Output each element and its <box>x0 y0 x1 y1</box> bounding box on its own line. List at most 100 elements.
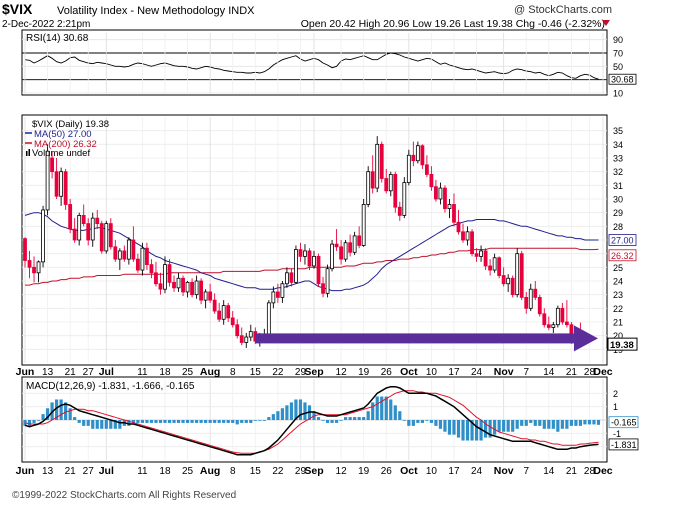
candle-body <box>50 157 54 173</box>
x-axis-label: 11 <box>137 466 148 477</box>
candle-down <box>81 204 86 227</box>
candle-body <box>339 246 343 260</box>
candle-up <box>140 242 145 276</box>
macd-histogram-bar <box>136 420 140 423</box>
x-axis-label: 7 <box>523 466 529 477</box>
candle-body <box>239 335 244 343</box>
price-tick-label: 29 <box>613 208 623 218</box>
price-tick-label: 28 <box>613 222 623 232</box>
macd-histogram-bar <box>357 417 361 420</box>
candle-down <box>357 226 362 249</box>
candle-down <box>546 316 551 331</box>
candle-down <box>27 250 32 279</box>
macd-histogram-bar <box>456 420 461 438</box>
macd-histogram-bar <box>565 420 569 429</box>
macd-histogram-bar <box>235 420 239 425</box>
macd-histogram-bar <box>542 420 546 429</box>
candle-body <box>456 221 461 233</box>
macd-histogram-bar <box>176 420 181 423</box>
macd-histogram-bar <box>249 420 253 423</box>
candle-body <box>533 288 538 298</box>
macd-histogram-bar <box>506 420 510 432</box>
macd-histogram-bar <box>190 420 194 423</box>
price-tick-label: 30 <box>613 195 623 205</box>
candle-up <box>285 267 289 288</box>
macd-histogram-bar <box>262 420 266 421</box>
x-axis-label: 28 <box>584 367 596 378</box>
candle-down <box>424 155 429 178</box>
candle-down <box>135 253 140 273</box>
candle-up <box>402 177 407 219</box>
candle-up <box>361 199 366 247</box>
rsi-layer: 907050301030.68 <box>22 35 637 99</box>
candle-body <box>81 214 86 224</box>
candle-body <box>560 307 565 323</box>
candle-up <box>221 300 226 325</box>
macd-histogram-bar <box>339 420 343 421</box>
candle-body <box>312 255 316 267</box>
candle-down <box>456 209 461 235</box>
price-tick-label: 33 <box>613 154 623 164</box>
macd-histogram-bar <box>447 420 452 435</box>
candle-body <box>528 288 533 309</box>
macd-histogram-bar <box>551 420 555 429</box>
candle-down <box>434 179 438 202</box>
candle-down <box>289 268 294 287</box>
x-axis-label: 25 <box>182 466 194 477</box>
x-axis-label: 12 <box>336 466 348 477</box>
candle-body <box>492 257 497 271</box>
macd-histogram-bar <box>515 420 519 429</box>
candle-down <box>461 223 465 243</box>
x-axis-label: 29 <box>295 367 307 378</box>
candle-down <box>307 248 312 271</box>
candle-up <box>185 281 190 298</box>
candle-body <box>470 231 474 255</box>
candle-up <box>163 256 167 294</box>
candle-body <box>321 283 325 294</box>
macd-histogram-bar <box>438 420 443 429</box>
macd-histogram-bar <box>289 402 294 420</box>
candle-down <box>384 168 389 194</box>
candle-body <box>158 283 163 290</box>
candle-body <box>45 150 50 211</box>
candle-up <box>388 171 393 197</box>
candle-down <box>420 144 425 169</box>
candle-down <box>239 327 244 346</box>
candle-up <box>343 240 348 262</box>
candle-body <box>149 264 154 274</box>
candle-body <box>163 264 167 290</box>
macd-histogram-bar <box>55 399 59 420</box>
candle-up <box>294 245 298 284</box>
macd-histogram-bar <box>411 420 415 426</box>
macd-histogram-bar <box>389 399 393 420</box>
candle-body <box>275 291 280 298</box>
candle-down <box>348 234 353 257</box>
macd-histogram-bar <box>59 399 63 420</box>
candle-up <box>176 272 181 292</box>
candle-up <box>36 260 41 283</box>
x-axis-label: 13 <box>42 367 54 378</box>
candle-body <box>429 173 434 188</box>
macd-histogram-bar <box>375 396 379 420</box>
candle-body <box>438 187 443 200</box>
macd-histogram-bar <box>226 420 230 423</box>
candle-body <box>542 313 547 326</box>
candle-down <box>181 275 185 297</box>
x-axis-label: 15 <box>250 466 262 477</box>
macd-histogram-bar <box>140 420 145 423</box>
candle-body <box>280 283 285 298</box>
candle-body <box>515 253 520 296</box>
rsi-tick-label: 50 <box>613 62 623 72</box>
macd-histogram-bar <box>45 408 50 420</box>
macd-histogram-bar <box>511 420 515 432</box>
candle-down <box>429 166 434 191</box>
macd-histogram-bar <box>529 420 533 423</box>
candle-up <box>325 264 330 298</box>
candle-body <box>226 305 231 319</box>
candle-body <box>54 171 59 197</box>
macd-histogram-bar <box>366 411 370 420</box>
macd-histogram-bar <box>185 420 190 423</box>
candle-down <box>483 248 488 271</box>
candle-down <box>339 240 343 265</box>
candle-body <box>77 214 82 241</box>
